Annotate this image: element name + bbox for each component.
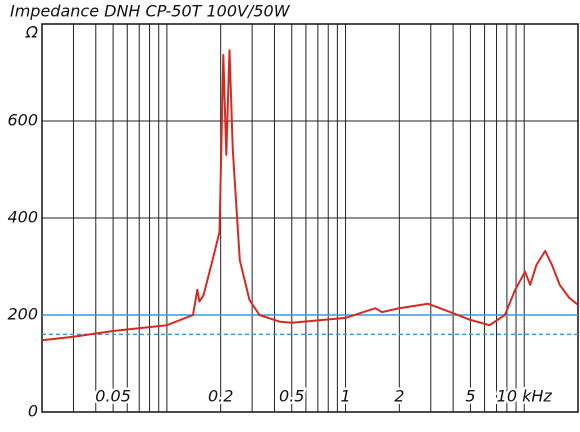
plot-frame [41,23,579,413]
impedance-line [41,49,579,342]
x-tick-label: 0.2 [208,387,233,406]
y-tick-label: 200 [7,305,38,324]
x-tick-label: 5 [465,387,475,406]
x-tick-label: 1 [340,387,350,406]
x-tick-label: 0.05 [95,387,131,406]
y-axis-label: Ω [25,23,39,42]
y-tick-label: 400 [7,208,38,227]
x-tick-label: 10 kHz [497,387,553,406]
y-tick-label: 0 [28,402,38,421]
x-tick-label: 0.5 [279,387,304,406]
y-tick-label: 600 [7,111,38,130]
chart-title: Impedance DNH CP-50T 100V/50W [10,2,291,21]
x-tick-label: 2 [394,387,404,406]
